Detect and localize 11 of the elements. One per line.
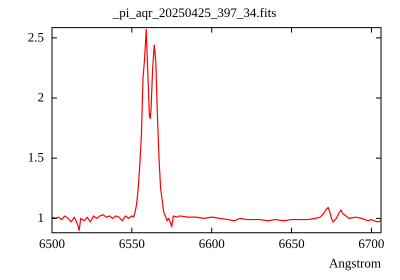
y-tick-label: 2.5 bbox=[28, 29, 44, 44]
y-tick-label: 1 bbox=[38, 210, 44, 225]
x-tick-label: 6500 bbox=[39, 236, 65, 252]
x-tick-label: 6600 bbox=[198, 236, 225, 252]
y-tick-label: 2 bbox=[38, 89, 44, 104]
x-tick-label: 6550 bbox=[118, 236, 145, 252]
y-tick-label: 1.5 bbox=[28, 150, 44, 165]
x-tick-label: 6650 bbox=[278, 236, 305, 252]
x-axis-title: Angstrom bbox=[329, 256, 381, 271]
x-tick-label: 6700 bbox=[358, 236, 384, 252]
chart-title: _pi_aqr_20250425_397_34.fits bbox=[112, 5, 276, 20]
